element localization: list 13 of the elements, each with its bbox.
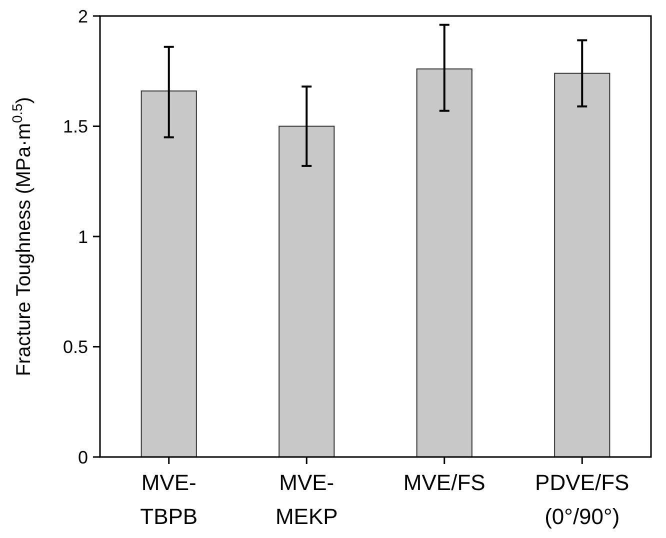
x-tick-label: MVE-MEKP: [275, 470, 338, 529]
y-tick-label: 0.5: [62, 337, 88, 358]
x-tick-label: MVE-TBPB: [140, 470, 198, 529]
bar: [416, 68, 472, 458]
bar: [554, 72, 610, 458]
y-tick-label: 0: [78, 447, 88, 468]
x-tick-label: MVE/FS: [403, 470, 486, 495]
bar: [278, 126, 335, 458]
y-tick-label: 2: [78, 6, 88, 26]
x-tick-label: PDVE/FS (0°/90°): [535, 470, 630, 529]
y-tick-label: 1.5: [62, 116, 88, 137]
bar: [140, 90, 197, 458]
y-tick-label: 1: [78, 226, 88, 247]
